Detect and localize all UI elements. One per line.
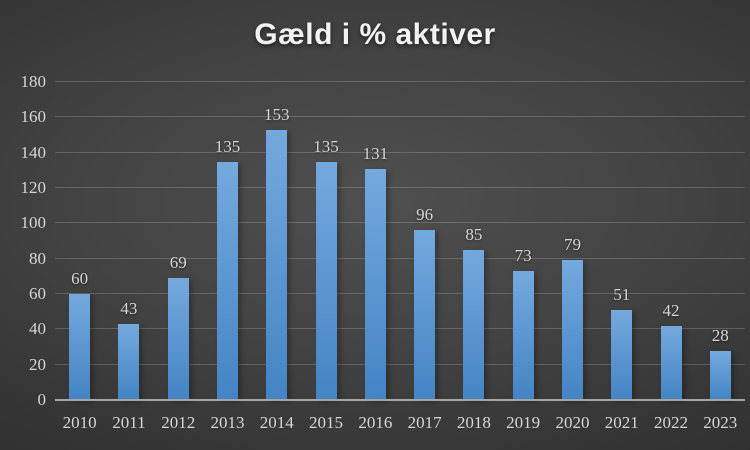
x-tick-label: 2017 xyxy=(407,413,442,432)
bar-group-2020: 79 xyxy=(548,82,597,400)
chart-title: Gæld i % aktiver xyxy=(254,18,496,51)
bar-group-2022: 42 xyxy=(646,82,695,400)
gridline-60 xyxy=(55,293,745,294)
plot-area: 0 20 40 60 80 100 120 140 160 180 60 43 69 135 153 135… xyxy=(21,72,745,432)
bar-group-2019: 73 xyxy=(499,82,548,400)
bar xyxy=(660,325,682,400)
data-label: 85 xyxy=(465,224,483,244)
bar-group-2013: 135 xyxy=(203,82,252,400)
gridline-40 xyxy=(55,328,745,330)
bar-group-2017: 96 xyxy=(400,82,449,400)
bar-series: 60 43 69 135 153 135 131 96 85 73 79 51 42 28 xyxy=(55,82,745,400)
bar xyxy=(266,129,288,400)
y-tick-label: 100 xyxy=(20,213,47,233)
gridline-20 xyxy=(55,363,745,365)
bar xyxy=(167,278,189,400)
y-tick-label: 0 xyxy=(37,390,47,409)
x-tick-label: 2023 xyxy=(703,413,738,432)
bar xyxy=(315,161,337,400)
data-label: 28 xyxy=(711,325,729,345)
data-label: 131 xyxy=(362,143,389,163)
data-label: 96 xyxy=(416,205,434,225)
bar-group-2014: 153 xyxy=(252,82,301,400)
bar-group-2011: 43 xyxy=(104,82,153,400)
bar xyxy=(69,294,91,400)
data-label: 79 xyxy=(563,235,581,255)
x-tick-label: 2021 xyxy=(604,413,639,432)
y-tick-label: 40 xyxy=(29,319,46,339)
y-tick-label: 20 xyxy=(29,354,46,374)
bar xyxy=(611,309,633,400)
data-label: 73 xyxy=(514,246,532,266)
data-label: 135 xyxy=(313,136,339,156)
x-tick-label: 2013 xyxy=(210,413,245,432)
bar-group-2010: 60 xyxy=(55,82,104,400)
bar-group-2012: 69 xyxy=(154,82,203,400)
bar xyxy=(118,324,140,400)
data-label: 51 xyxy=(613,284,631,304)
bar-group-2015: 135 xyxy=(301,82,350,400)
y-tick-label: 120 xyxy=(20,178,47,197)
data-label: 153 xyxy=(264,104,290,124)
bar-group-2023: 28 xyxy=(696,82,745,400)
bar xyxy=(709,350,731,400)
data-label: 69 xyxy=(169,253,187,273)
gridline-160 xyxy=(55,116,745,118)
x-tick-label: 2012 xyxy=(161,413,196,432)
gridline-120 xyxy=(55,187,745,188)
gridline-80 xyxy=(55,257,745,259)
bar-group-2016: 131 xyxy=(351,82,400,400)
x-tick-label: 2016 xyxy=(358,413,393,432)
gridline-180 xyxy=(55,81,745,82)
x-tick-label: 2022 xyxy=(654,413,689,432)
bar xyxy=(216,161,238,400)
x-tick-label: 2019 xyxy=(506,413,541,432)
x-tick-label: 2010 xyxy=(62,413,97,432)
x-tick-label: 2018 xyxy=(456,413,491,432)
y-tick-label: 140 xyxy=(20,142,47,162)
bar xyxy=(463,249,485,400)
x-axis-labels: 2010 2011 2012 2013 2014 2015 2016 2017 2018 2019… xyxy=(55,413,745,433)
x-tick-label: 2015 xyxy=(309,413,344,432)
bar xyxy=(364,168,386,400)
y-tick-label: 80 xyxy=(29,248,46,268)
y-tick-label: 60 xyxy=(29,284,46,303)
x-tick-label: 2020 xyxy=(555,413,590,432)
x-axis-line xyxy=(55,399,745,401)
bar-group-2021: 51 xyxy=(597,82,646,400)
data-label: 43 xyxy=(120,299,138,319)
data-label: 60 xyxy=(71,269,89,288)
x-tick-label: 2011 xyxy=(112,413,146,432)
bar xyxy=(414,230,436,400)
y-tick-label: 160 xyxy=(20,107,47,127)
x-tick-label: 2014 xyxy=(259,413,294,432)
bar xyxy=(512,271,534,400)
data-label: 135 xyxy=(214,136,241,156)
bar xyxy=(561,260,583,400)
gridline-100 xyxy=(55,222,745,224)
y-tick-label: 180 xyxy=(20,72,47,91)
bar-group-2018: 85 xyxy=(449,82,498,400)
gridline-140 xyxy=(55,151,745,153)
data-label: 42 xyxy=(662,300,680,320)
